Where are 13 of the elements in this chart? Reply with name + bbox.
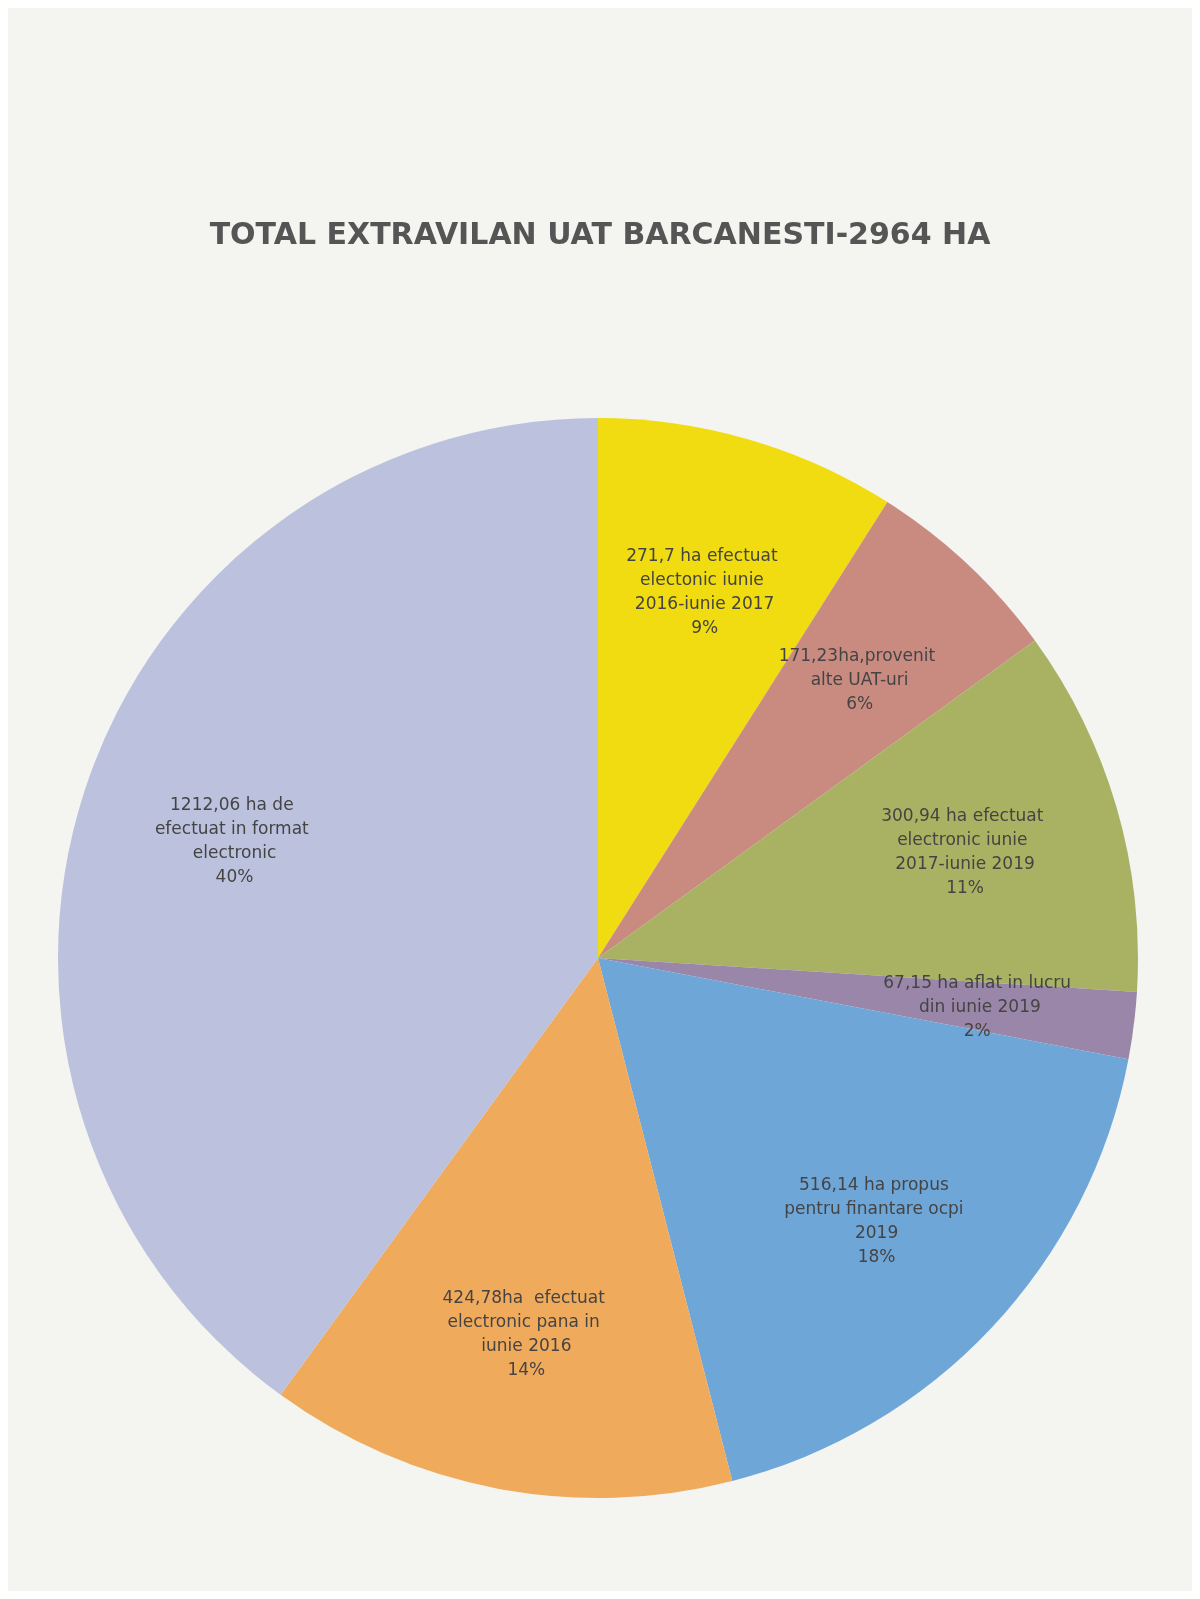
chart-title: TOTAL EXTRAVILAN UAT BARCANESTI-2964 HA: [209, 215, 992, 251]
data-label: 11%: [946, 877, 984, 898]
data-label: 14%: [507, 1359, 546, 1380]
data-label: 18%: [857, 1245, 896, 1266]
data-label: 6%: [846, 693, 874, 714]
slice-label: 1212,06 ha de efectuat in format electronic: [154, 793, 315, 862]
slice-label: 516,14 ha propus pentru finantare ocpi 2019: [784, 1173, 969, 1242]
data-label: 40%: [215, 865, 254, 886]
slice-label: 300,94 ha efectuat electronic iunie 2017-iunie 2019: [881, 805, 1049, 874]
data-label: 9%: [691, 616, 719, 637]
slice-label: 424,78ha efectuat electronic pana in iunie 2016: [442, 1287, 611, 1356]
slice-label: 271,7 ha efectuat electonic iunie 2016-iunie 2017: [626, 544, 784, 613]
data-label: 2%: [963, 1019, 991, 1040]
